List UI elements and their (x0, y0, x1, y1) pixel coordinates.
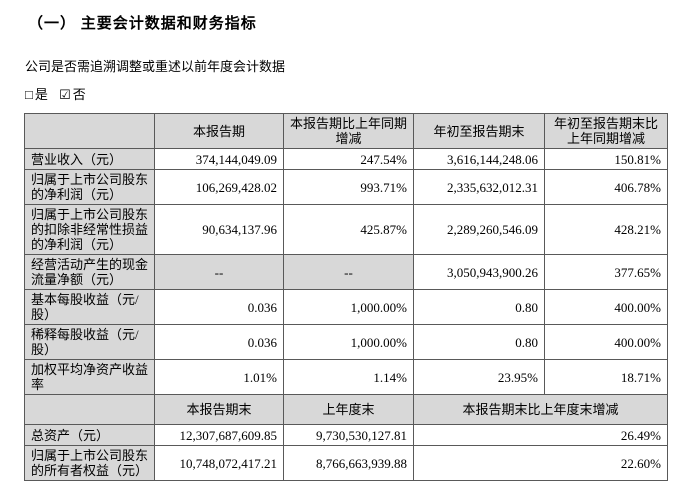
value-cell: 23.95% (413, 359, 545, 395)
value-cell: 2,289,260,546.09 (413, 204, 545, 255)
value-cell-na: -- (283, 254, 414, 290)
metric-label: 总资产（元） (24, 424, 155, 446)
value-cell: 400.00% (544, 289, 668, 325)
value-cell: 90,634,137.96 (154, 204, 284, 255)
row-diluted-eps: 稀释每股收益（元/股） 0.036 1,000.00% 0.80 400.00% (24, 324, 668, 360)
row-basic-eps: 基本每股收益（元/股） 0.036 1,000.00% 0.80 400.00% (24, 289, 668, 325)
option-yes[interactable]: □ 是 (25, 87, 48, 102)
metric-label: 加权平均净资产收益率 (24, 359, 155, 395)
restatement-question: 公司是否需追溯调整或重述以前年度会计数据 (25, 59, 286, 74)
checkbox-checked-icon: ☑ (59, 87, 71, 102)
row-revenue: 营业收入（元） 374,144,049.09 247.54% 3,616,144… (24, 148, 668, 170)
table-header-row-period: 本报告期 本报告期比上年同期增减 年初至报告期末 年初至报告期末比上年同期增减 (24, 113, 668, 149)
option-no[interactable]: ☑ 否 (59, 87, 86, 102)
checkbox-unchecked-icon: □ (25, 87, 33, 102)
header-current-period-yoy-change: 本报告期比上年同期增减 (283, 113, 414, 149)
value-cell: 0.80 (413, 324, 545, 360)
value-cell: 18.71% (544, 359, 668, 395)
value-cell: 3,050,943,900.26 (413, 254, 545, 290)
header-current-period: 本报告期 (154, 113, 284, 149)
row-operating-cash-flow: 经营活动产生的现金流量净额（元） -- -- 3,050,943,900.26 … (24, 254, 668, 290)
metric-label: 基本每股收益（元/股） (24, 289, 155, 325)
metric-label: 归属于上市公司股东的净利润（元） (24, 169, 155, 205)
value-cell: 106,269,428.02 (154, 169, 284, 205)
value-cell: 428.21% (544, 204, 668, 255)
header-blank-cell (24, 113, 155, 149)
row-net-profit-deducted: 归属于上市公司股东的扣除非经常性损益的净利润（元） 90,634,137.96 … (24, 204, 668, 255)
metric-label: 营业收入（元） (24, 148, 155, 170)
option-no-label: 否 (72, 87, 86, 102)
value-cell: 400.00% (544, 324, 668, 360)
value-cell: 374,144,049.09 (154, 148, 284, 170)
metric-label: 归属于上市公司股东的扣除非经常性损益的净利润（元） (24, 204, 155, 255)
header-current-period-end: 本报告期末 (154, 394, 284, 425)
value-cell: 406.78% (544, 169, 668, 205)
metric-label: 经营活动产生的现金流量净额（元） (24, 254, 155, 290)
value-cell: 425.87% (283, 204, 414, 255)
value-cell: 0.80 (413, 289, 545, 325)
option-yes-label: 是 (34, 87, 48, 102)
metric-label: 稀释每股收益（元/股） (24, 324, 155, 360)
value-cell: 12,307,687,609.85 (154, 424, 284, 446)
value-cell: 1,000.00% (283, 289, 414, 325)
value-cell: 377.65% (544, 254, 668, 290)
header-year-to-date-yoy-change: 年初至报告期末比上年同期增减 (544, 113, 668, 149)
value-cell: 0.036 (154, 324, 284, 360)
value-cell: 2,335,632,012.31 (413, 169, 545, 205)
value-cell-na: -- (154, 254, 284, 290)
value-cell: 3,616,144,248.06 (413, 148, 545, 170)
row-net-profit: 归属于上市公司股东的净利润（元） 106,269,428.02 993.71% … (24, 169, 668, 205)
value-cell: 247.54% (283, 148, 414, 170)
header-year-to-date: 年初至报告期末 (413, 113, 545, 149)
row-total-assets: 总资产（元） 12,307,687,609.85 9,730,530,127.8… (24, 424, 668, 446)
value-cell: 993.71% (283, 169, 414, 205)
restatement-answer-options: □ 是 ☑ 否 (25, 84, 692, 103)
table-header-row-period-end: 本报告期末 上年度末 本报告期末比上年度末增减 (24, 394, 668, 425)
financial-indicators-table: 本报告期 本报告期比上年同期增减 年初至报告期末 年初至报告期末比上年同期增减 … (24, 113, 668, 481)
document-page: （一） 主要会计数据和财务指标 公司是否需追溯调整或重述以前年度会计数据 □ 是 … (0, 12, 692, 481)
section-title: （一） 主要会计数据和财务指标 (28, 16, 257, 32)
header-prior-year-end: 上年度末 (283, 394, 414, 425)
value-cell: 0.036 (154, 289, 284, 325)
value-cell: 26.49% (413, 424, 668, 446)
value-cell: 1.01% (154, 359, 284, 395)
value-cell: 1,000.00% (283, 324, 414, 360)
header-blank-cell (24, 394, 155, 425)
row-weighted-avg-roe: 加权平均净资产收益率 1.01% 1.14% 23.95% 18.71% (24, 359, 668, 395)
value-cell: 150.81% (544, 148, 668, 170)
value-cell: 1.14% (283, 359, 414, 395)
value-cell: 9,730,530,127.81 (283, 424, 414, 446)
header-period-end-change: 本报告期末比上年度末增减 (413, 394, 668, 425)
